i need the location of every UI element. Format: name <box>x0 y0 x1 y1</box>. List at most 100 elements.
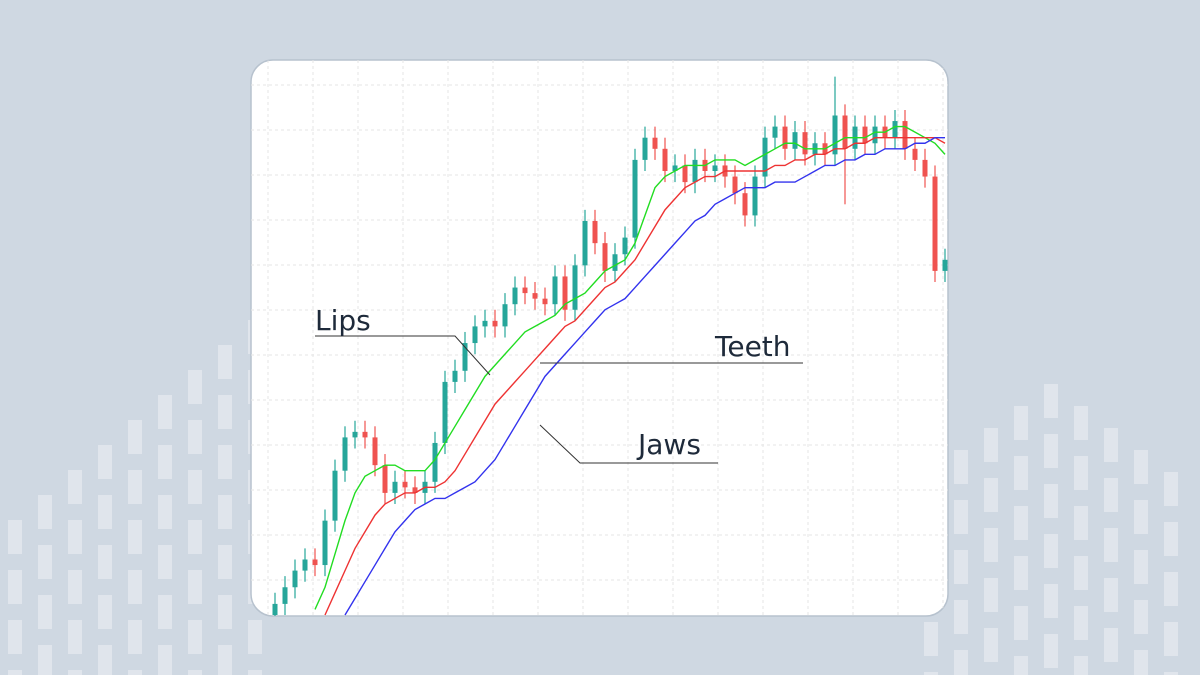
deco-bar <box>38 645 52 675</box>
candle-body <box>452 370 458 382</box>
candle-body <box>862 126 868 144</box>
deco-bar <box>1134 600 1148 634</box>
candle-body <box>602 243 608 271</box>
deco-bar <box>218 445 232 479</box>
deco-bar <box>158 595 172 629</box>
deco-bar <box>218 545 232 579</box>
deco-bar <box>1044 534 1058 568</box>
deco-bar <box>128 420 142 454</box>
candle-body <box>942 259 948 271</box>
deco-bar <box>218 495 232 529</box>
deco-bar <box>1164 472 1178 506</box>
deco-bar <box>1164 672 1178 675</box>
deco-bar <box>158 495 172 529</box>
candle-body <box>582 220 588 266</box>
candle-body <box>392 481 398 493</box>
deco-bar <box>98 545 112 579</box>
indicator-line <box>344 137 945 616</box>
candle-body <box>742 193 748 216</box>
candle-body <box>732 176 738 194</box>
candle-body <box>682 165 688 183</box>
candle-body <box>322 520 328 566</box>
candle-body <box>562 276 568 310</box>
deco-bar <box>68 670 82 675</box>
deco-bar <box>954 600 968 634</box>
deco-bar <box>158 645 172 675</box>
deco-bar <box>1134 500 1148 534</box>
candle-body <box>542 298 548 305</box>
candle-body <box>572 265 578 310</box>
leaders <box>315 335 803 464</box>
deco-bar <box>188 370 202 404</box>
deco-bar <box>1044 634 1058 668</box>
candle-body <box>292 570 298 588</box>
indicator-line <box>314 125 946 610</box>
candle-body <box>492 320 498 327</box>
deco-bar <box>1164 522 1178 556</box>
deco-bar <box>1104 528 1118 562</box>
candle-body <box>552 276 558 305</box>
deco-bar <box>1164 572 1178 606</box>
deco-bar <box>1104 578 1118 612</box>
deco-bar <box>188 620 202 654</box>
deco-bar <box>1014 456 1028 490</box>
deco-bar <box>248 620 262 654</box>
candle-body <box>312 559 318 566</box>
deco-bar <box>38 545 52 579</box>
candle-body <box>692 159 698 183</box>
deco-bar <box>984 428 998 462</box>
candle-body <box>362 431 368 438</box>
candle-body <box>792 132 798 149</box>
deco-bar <box>1104 628 1118 662</box>
deco-bar <box>128 520 142 554</box>
deco-bar <box>8 620 22 654</box>
deco-bar <box>38 595 52 629</box>
deco-bar <box>1044 484 1058 518</box>
deco-bar <box>924 622 938 656</box>
candle-body <box>632 159 638 238</box>
deco-bar <box>218 595 232 629</box>
lips-leader <box>315 335 491 376</box>
candle-body <box>802 132 808 155</box>
candle-body <box>532 293 538 299</box>
plot-area <box>272 76 948 616</box>
candle-body <box>872 126 878 144</box>
candle-body <box>672 165 678 171</box>
deco-bar <box>1074 406 1088 440</box>
candle-body <box>842 115 848 149</box>
deco-bar <box>984 478 998 512</box>
deco-bar <box>1014 606 1028 640</box>
deco-bar <box>218 645 232 675</box>
deco-bar <box>68 570 82 604</box>
deco-bar <box>1104 478 1118 512</box>
deco-bar <box>248 670 262 675</box>
deco-bar <box>1074 506 1088 540</box>
deco-bar <box>158 395 172 429</box>
deco-bar <box>1044 584 1058 618</box>
candle-body <box>462 343 468 371</box>
candle-body <box>782 126 788 149</box>
deco-bar <box>128 570 142 604</box>
deco-bar <box>924 672 938 675</box>
candle-body <box>762 137 768 177</box>
candle-body <box>272 603 278 615</box>
candle-body <box>472 326 478 344</box>
candle-body <box>712 165 718 171</box>
candle-body <box>622 237 628 255</box>
candle-body <box>902 121 908 149</box>
deco-bar <box>218 345 232 379</box>
candle-body <box>652 137 658 149</box>
deco-bar <box>954 550 968 584</box>
deco-bar <box>1044 384 1058 418</box>
deco-bar <box>1074 556 1088 590</box>
deco-bar <box>1074 606 1088 640</box>
deco-bar <box>1014 556 1028 590</box>
candle-body <box>662 148 668 171</box>
jaws-leader <box>539 424 718 464</box>
candle-body <box>412 487 418 493</box>
deco-bar <box>954 650 968 675</box>
deco-bar <box>68 470 82 504</box>
deco-bar <box>188 670 202 675</box>
